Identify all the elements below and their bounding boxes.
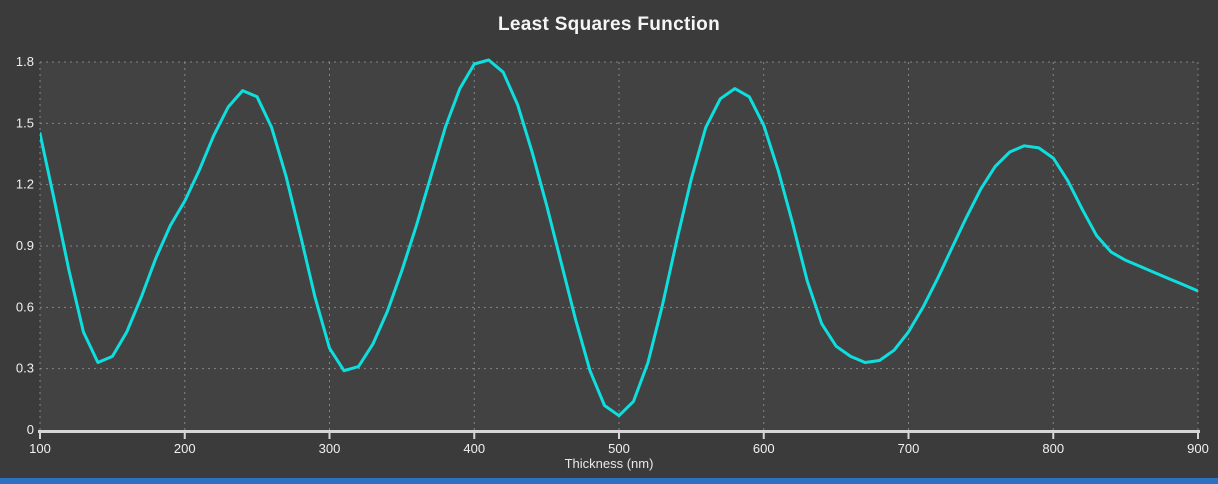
x-tick-label: 700 <box>898 441 920 456</box>
y-tick-label: 0.9 <box>16 238 34 253</box>
window-bottom-edge <box>0 478 1218 484</box>
x-tick-label: 100 <box>29 441 51 456</box>
y-tick-label: 0 <box>27 422 34 437</box>
x-tick-label: 900 <box>1187 441 1209 456</box>
y-tick-label: 0.6 <box>16 299 34 314</box>
x-tick-label: 500 <box>608 441 630 456</box>
y-tick-label: 1.8 <box>16 54 34 69</box>
x-tick-label: 300 <box>319 441 341 456</box>
x-tick-label: 200 <box>174 441 196 456</box>
y-tick-label: 1.2 <box>16 177 34 192</box>
x-tick-label: 600 <box>753 441 775 456</box>
chart-title: Least Squares Function <box>498 14 720 35</box>
x-axis-label: Thickness (nm) <box>564 456 654 471</box>
series-least-squares-function <box>40 58 1198 418</box>
x-tick-label: 800 <box>1042 441 1064 456</box>
y-tick-label: 0.3 <box>16 361 34 376</box>
y-tick-label: 1.5 <box>16 115 34 130</box>
x-tick-label: 400 <box>463 441 485 456</box>
